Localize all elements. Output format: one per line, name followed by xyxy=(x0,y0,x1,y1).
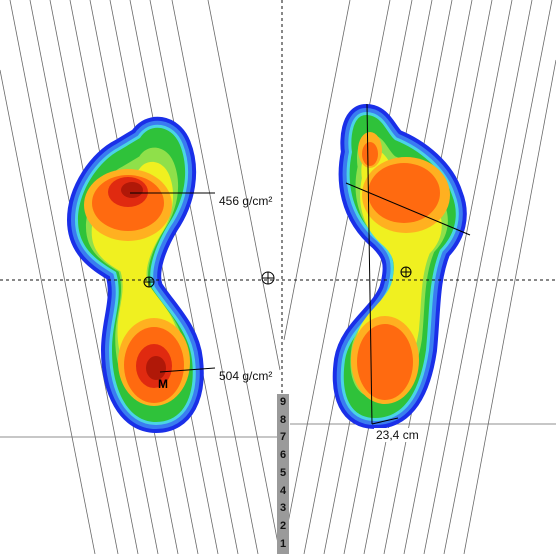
scale-tick-3: 3 xyxy=(279,502,287,515)
scale-tick-2: 2 xyxy=(279,519,287,532)
left-cop-marker-icon xyxy=(143,276,155,288)
scale-tick-5: 5 xyxy=(279,466,287,479)
scale-tick-9: 9 xyxy=(279,396,287,408)
scale-tick-6: 6 xyxy=(279,449,287,462)
scale-tick-4: 4 xyxy=(279,484,287,497)
center-of-pressure-markers xyxy=(143,266,412,288)
center-axes xyxy=(0,0,556,396)
left-heel-pressure-line xyxy=(159,367,216,373)
left-forefoot-pressure-label: 456 g/cm² xyxy=(219,194,273,208)
right-foot-length-line xyxy=(366,103,373,425)
right-cop-marker-icon xyxy=(400,266,412,278)
scale-tick-8: 8 xyxy=(279,413,287,426)
center-cop-marker-icon xyxy=(261,271,275,285)
measurement-lines xyxy=(130,103,471,425)
max-pressure-marker: M xyxy=(158,377,168,391)
right-foot-width-line xyxy=(345,182,471,236)
scale-tick-7: 7 xyxy=(279,431,287,444)
vertical-scale-bar: 9 8 7 6 5 4 3 2 1 xyxy=(277,394,289,554)
left-foot-pressure-map xyxy=(78,128,193,422)
right-foot-length-label: 23,4 cm xyxy=(374,428,421,442)
left-heel-pressure-label: 504 g/cm² xyxy=(219,369,273,383)
scale-tick-1: 1 xyxy=(279,537,287,550)
